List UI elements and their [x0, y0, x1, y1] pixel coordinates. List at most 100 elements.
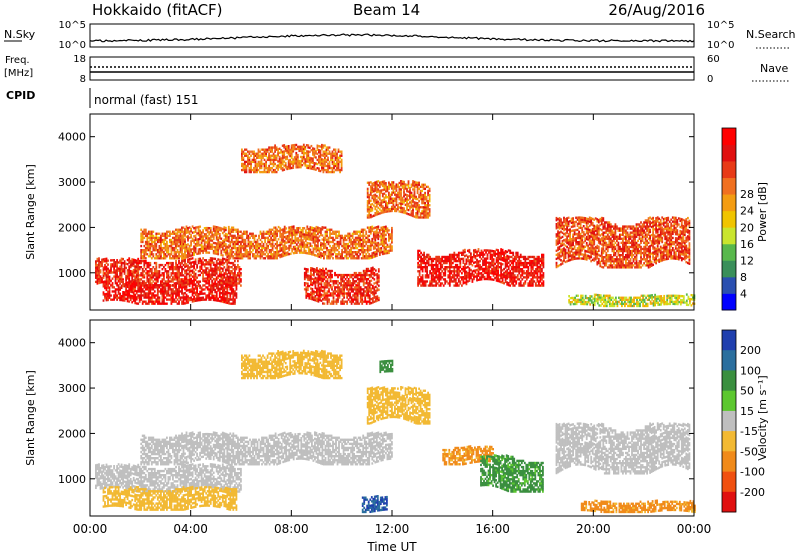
echo-cell [107, 280, 109, 283]
echo-cell [420, 255, 423, 259]
echo-cell [274, 255, 277, 258]
echo-cell [160, 292, 162, 295]
echo-cell [398, 192, 401, 195]
echo-cell [366, 189, 369, 193]
echo-cell [181, 253, 183, 256]
echo-cell [422, 214, 425, 217]
echo-cell [223, 292, 226, 296]
echo-cell [347, 236, 350, 240]
echo-cell [388, 210, 390, 213]
echo-cell [296, 147, 299, 151]
echo-cell [257, 148, 260, 151]
echo-cell [241, 240, 244, 244]
echo-cell [262, 253, 265, 256]
echo-cell [298, 235, 301, 238]
echo-cell [149, 280, 152, 283]
echo-cell [391, 226, 393, 230]
echo-cell [179, 236, 182, 240]
echo-cell [164, 242, 167, 246]
echo-cell [194, 293, 197, 296]
echo-cell [170, 292, 173, 295]
echo-cell [116, 267, 119, 270]
echo-cell [217, 287, 220, 290]
echo-cell [194, 236, 197, 240]
echo-cell [415, 208, 418, 211]
echo-cell [178, 238, 180, 242]
echo-cell [336, 249, 339, 252]
echo-cell [230, 292, 233, 295]
echo-cell [462, 269, 465, 273]
echo-cell [324, 158, 326, 162]
echo-cell [169, 255, 171, 258]
echo-cell [175, 268, 177, 271]
echo-cell [271, 150, 274, 153]
echo-cell [194, 297, 197, 300]
echo-cell [110, 294, 112, 297]
echo-cell [256, 244, 259, 248]
echo-cell [140, 272, 143, 275]
echo-cell [173, 284, 176, 287]
echo-cell [240, 251, 242, 254]
echo-cell [391, 197, 393, 200]
echo-cell [220, 251, 223, 255]
echo-cell [206, 271, 209, 274]
echo-cell [280, 165, 283, 168]
echo-cell [311, 232, 313, 236]
echo-cell [209, 259, 212, 262]
echo-cell [500, 264, 503, 267]
echo-cell [401, 209, 404, 212]
echo-cell [188, 226, 191, 229]
echo-cell [457, 259, 460, 263]
echo-cell [394, 207, 396, 211]
echo-cell [418, 210, 421, 213]
echo-cell [212, 263, 215, 266]
echo-cell [378, 198, 381, 201]
echo-cell [218, 279, 221, 282]
echo-cell [132, 268, 135, 272]
echo-cell [111, 265, 114, 268]
echo-cell [351, 242, 354, 246]
echo-cell [495, 275, 498, 278]
echo-cell [336, 257, 339, 260]
echo-cell [424, 276, 427, 279]
echo-cell [160, 290, 162, 293]
echo-cell [432, 259, 435, 263]
echo-cell [492, 264, 495, 267]
echo-cell [250, 162, 252, 166]
echo-cell [199, 286, 202, 289]
echo-cell [202, 251, 205, 254]
echo-cell [223, 266, 226, 269]
echo-cell [467, 265, 469, 269]
echo-cell [272, 154, 275, 157]
echo-cell [315, 228, 318, 231]
echo-cell [430, 278, 433, 281]
echo-cell [160, 244, 162, 248]
echo-cell [395, 187, 398, 190]
echo-cell [197, 248, 200, 251]
echo-cell [296, 153, 299, 157]
echo-cell [416, 181, 419, 184]
echo-cell [378, 191, 381, 195]
echo-cell [316, 148, 319, 151]
echo-cell [132, 295, 135, 298]
echo-cell [347, 246, 350, 250]
echo-cell [178, 259, 180, 263]
echo-cell [386, 187, 389, 191]
echo-cell [425, 214, 428, 217]
echo-cell [433, 263, 436, 267]
echo-cell [419, 193, 422, 197]
echo-cell [173, 272, 176, 275]
echo-cell [288, 236, 291, 239]
echo-cell [491, 270, 494, 273]
echo-cell [140, 284, 143, 287]
echo-cell [359, 240, 362, 244]
echo-cell [158, 284, 161, 287]
echo-cell [163, 290, 165, 293]
echo-cell [248, 150, 251, 153]
echo-cell [409, 205, 411, 208]
echo-cell [152, 288, 155, 291]
echo-cell [200, 267, 203, 270]
echo-cell [492, 266, 495, 269]
echo-cell [375, 236, 378, 239]
echo-cell [424, 263, 427, 267]
